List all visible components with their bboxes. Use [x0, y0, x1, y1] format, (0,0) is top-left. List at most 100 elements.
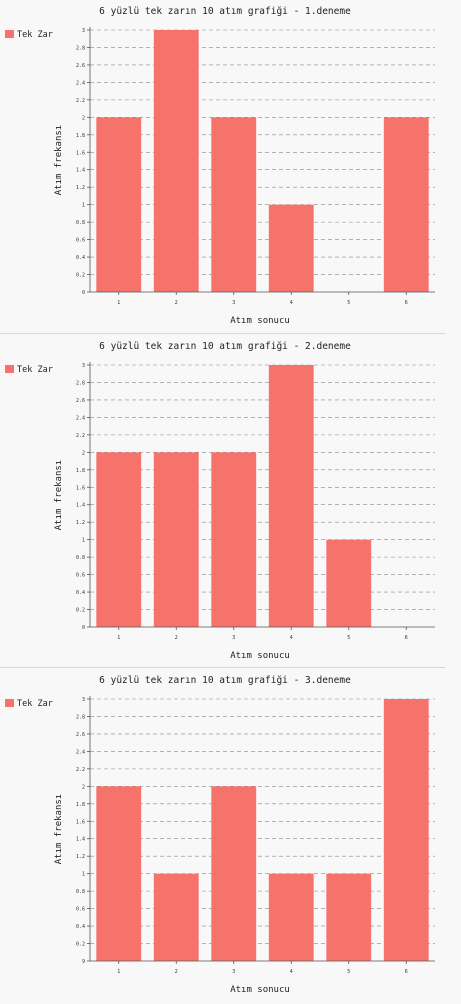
- y-tick-label: 1.6: [76, 485, 85, 491]
- y-axis-title: Atım frekansı: [54, 125, 64, 195]
- chart-svg-1: 6 yüzlü tek zarın 10 atım grafiği - 1.de…: [5, 6, 435, 326]
- x-tick-label: 1: [117, 300, 120, 306]
- x-tick-label: 4: [290, 635, 293, 641]
- x-tick-label: 3: [232, 635, 235, 641]
- bar: [153, 452, 199, 627]
- y-tick-label: 0: [82, 290, 85, 296]
- bar: [153, 873, 199, 961]
- bar: [326, 539, 372, 627]
- x-tick-label: 6: [405, 969, 408, 975]
- chart-panel-2: 6 yüzlü tek zarın 10 atım grafiği - 2.de…: [0, 335, 445, 667]
- y-tick-label: 0.2: [76, 608, 85, 614]
- y-tick-label: 2.6: [76, 63, 85, 69]
- x-axis-title: Atım sonucu: [230, 651, 290, 661]
- legend-swatch: [5, 365, 14, 373]
- bar: [211, 786, 257, 961]
- y-tick-label: 2.4: [76, 80, 85, 86]
- x-tick-label: 6: [405, 300, 408, 306]
- legend-label: Tek Zar: [17, 30, 53, 40]
- y-tick-label: 2.4: [76, 415, 85, 421]
- bar: [383, 699, 429, 961]
- y-tick-label: 0.2: [76, 942, 85, 948]
- legend-swatch: [5, 699, 14, 707]
- y-tick-label: 0.8: [76, 889, 85, 895]
- y-tick-label: 2: [82, 115, 85, 121]
- y-tick-label: 1.2: [76, 854, 85, 860]
- x-tick-label: 4: [290, 969, 293, 975]
- bar: [326, 873, 372, 961]
- y-tick-label: 2.4: [76, 749, 85, 755]
- y-tick-label: 1.6: [76, 819, 85, 825]
- y-tick-label: 3: [82, 363, 85, 369]
- chart-title: 6 yüzlü tek zarın 10 atım grafiği - 3.de…: [99, 675, 351, 686]
- y-tick-label: 0.4: [76, 255, 85, 261]
- y-tick-label: 0.6: [76, 573, 85, 579]
- x-axis-title: Atım sonucu: [230, 316, 290, 326]
- x-tick-label: 6: [405, 635, 408, 641]
- y-tick-label: 0.8: [76, 220, 85, 226]
- y-tick-label: 1.4: [76, 503, 85, 509]
- chart-panel-1: 6 yüzlü tek zarın 10 atım grafiği - 1.de…: [0, 0, 445, 332]
- bar: [268, 204, 314, 292]
- y-tick-label: 1.6: [76, 150, 85, 156]
- y-tick-label: 1: [82, 538, 85, 544]
- legend-swatch: [5, 30, 14, 38]
- bar: [153, 30, 199, 292]
- y-tick-label: 0.2: [76, 273, 85, 279]
- y-tick-label: 2.8: [76, 380, 85, 386]
- y-tick-label: 2.8: [76, 714, 85, 720]
- y-tick-label: 1.8: [76, 133, 85, 139]
- y-tick-label: 2: [82, 784, 85, 790]
- bar: [96, 452, 142, 627]
- bar: [268, 873, 314, 961]
- y-tick-label: 1: [82, 203, 85, 209]
- y-tick-label: 9: [82, 959, 85, 965]
- bar: [96, 786, 142, 961]
- y-tick-label: 2.6: [76, 732, 85, 738]
- y-tick-label: 1.4: [76, 837, 85, 843]
- y-axis-title: Atım frekansı: [54, 460, 64, 530]
- chart-title: 6 yüzlü tek zarın 10 atım grafiği - 1.de…: [99, 6, 351, 17]
- y-tick-label: 1.8: [76, 468, 85, 474]
- y-tick-label: 1: [82, 872, 85, 878]
- y-tick-label: 0.8: [76, 555, 85, 561]
- x-tick-label: 4: [290, 300, 293, 306]
- y-axis-title: Atım frekansı: [54, 794, 64, 864]
- y-tick-label: 2.2: [76, 98, 85, 104]
- chart-title: 6 yüzlü tek zarın 10 atım grafiği - 2.de…: [99, 341, 351, 352]
- y-tick-label: 1.8: [76, 802, 85, 808]
- legend-label: Tek Zar: [17, 699, 53, 709]
- y-tick-label: 1.2: [76, 185, 85, 191]
- x-tick-label: 1: [117, 969, 120, 975]
- y-tick-label: 0.6: [76, 238, 85, 244]
- bar: [211, 452, 257, 627]
- y-tick-label: 2.2: [76, 767, 85, 773]
- bar: [268, 365, 314, 627]
- y-tick-label: 1.2: [76, 520, 85, 526]
- x-tick-label: 2: [175, 635, 178, 641]
- x-tick-label: 5: [347, 300, 350, 306]
- y-tick-label: 2: [82, 450, 85, 456]
- y-tick-label: 0.4: [76, 590, 85, 596]
- bar: [383, 117, 429, 292]
- y-tick-label: 2.6: [76, 398, 85, 404]
- divider: [0, 667, 445, 668]
- x-tick-label: 2: [175, 300, 178, 306]
- y-tick-label: 2.2: [76, 433, 85, 439]
- chart-svg-3: 6 yüzlü tek zarın 10 atım grafiği - 3.de…: [5, 675, 435, 995]
- bar: [96, 117, 142, 292]
- x-tick-label: 2: [175, 969, 178, 975]
- y-tick-label: 3: [82, 697, 85, 703]
- x-tick-label: 1: [117, 635, 120, 641]
- x-tick-label: 3: [232, 300, 235, 306]
- y-tick-label: 0.4: [76, 924, 85, 930]
- bar: [211, 117, 257, 292]
- chart-panel-3: 6 yüzlü tek zarın 10 atım grafiği - 3.de…: [0, 669, 445, 1001]
- divider: [0, 333, 445, 334]
- chart-svg-2: 6 yüzlü tek zarın 10 atım grafiği - 2.de…: [5, 341, 435, 661]
- y-tick-label: 0.6: [76, 907, 85, 913]
- y-tick-label: 0: [82, 625, 85, 631]
- x-tick-label: 3: [232, 969, 235, 975]
- x-tick-label: 5: [347, 969, 350, 975]
- legend-label: Tek Zar: [17, 365, 53, 375]
